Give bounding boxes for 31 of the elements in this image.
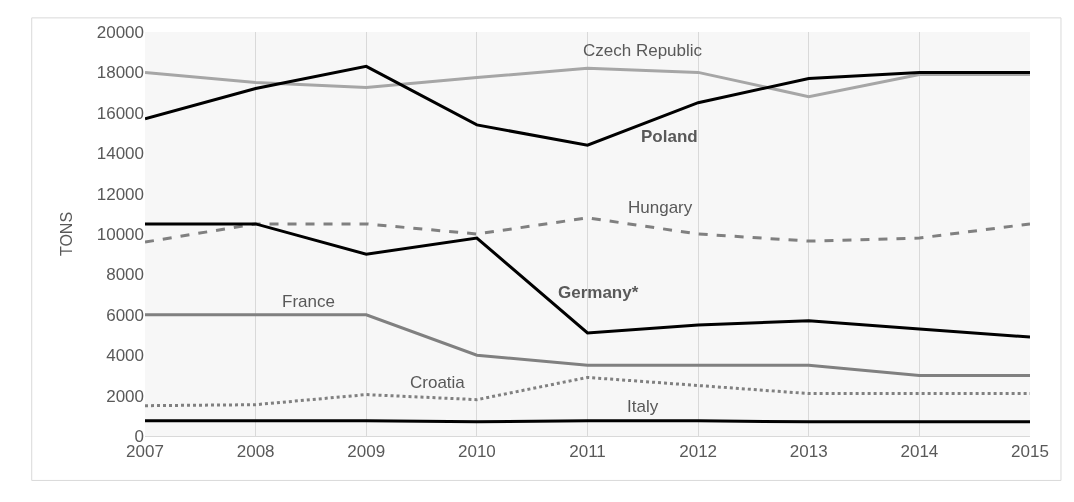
x-tick-label: 2009 — [347, 442, 386, 462]
line-series — [145, 313, 1030, 377]
y-tick-label: 18000 — [96, 63, 144, 83]
series-label: Czech Republic — [583, 41, 703, 60]
x-tick-label: 2013 — [789, 442, 828, 462]
series-label: Poland — [641, 127, 698, 146]
series-label: Croatia — [410, 373, 466, 392]
x-tick-label: 2015 — [1011, 442, 1049, 462]
line-series — [145, 66, 1030, 99]
y-tick-label: 6000 — [106, 305, 144, 325]
y-tick-label: 16000 — [96, 103, 144, 123]
y-axis-title: TONS — [57, 211, 75, 257]
x-tick-label: 2011 — [569, 442, 606, 462]
y-tick-label: 2000 — [106, 386, 144, 406]
x-tick-label: 2014 — [900, 442, 939, 462]
line-series — [145, 222, 1030, 339]
line-series — [145, 216, 1030, 244]
series-label: France — [282, 292, 335, 311]
series-label: Italy — [627, 397, 659, 416]
x-tick-label: 2010 — [457, 442, 496, 462]
y-tick-label: 12000 — [96, 184, 144, 204]
y-tick-label: 14000 — [96, 144, 144, 164]
x-tick-label: 2008 — [236, 442, 275, 462]
y-tick-label: 4000 — [106, 346, 144, 366]
series-label: Hungary — [628, 198, 693, 217]
x-tick-label: 2012 — [679, 442, 718, 462]
series-label: Germany* — [558, 283, 639, 302]
y-tick-label: 8000 — [106, 265, 144, 285]
line-series — [145, 64, 1030, 147]
y-tick-label: 20000 — [96, 22, 144, 42]
y-tick-label: 10000 — [96, 224, 144, 244]
